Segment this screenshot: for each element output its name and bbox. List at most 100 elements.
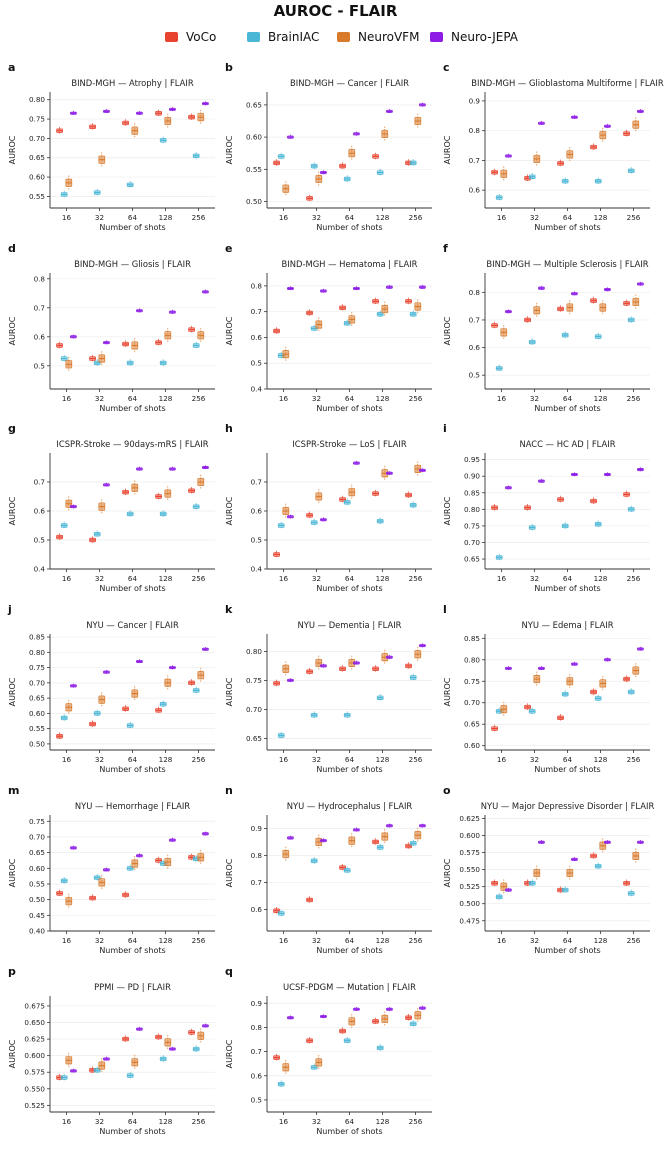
y-tick-label: 0.75 xyxy=(464,677,480,686)
panel-letter: m xyxy=(8,784,19,797)
x-tick-label: 16 xyxy=(279,1117,289,1126)
x-tick-label: 16 xyxy=(279,574,289,583)
x-tick-label: 32 xyxy=(530,936,539,945)
x-tick-label: 256 xyxy=(409,574,423,583)
y-tick-label: 0.550 xyxy=(24,1084,45,1093)
y-tick-label: 0.6 xyxy=(251,333,263,342)
x-tick-label: 128 xyxy=(594,936,608,945)
y-tick-label: 0.60 xyxy=(29,709,45,718)
y-tick-label: 0.8 xyxy=(251,851,263,860)
y-tick-label: 0.8 xyxy=(251,281,263,290)
panel-letter: j xyxy=(7,603,12,616)
panel-title: NYU — Dementia | FLAIR xyxy=(297,620,401,630)
x-tick-label: 64 xyxy=(345,394,355,403)
panel-b: b BIND-MGH — Cancer | FLAIR 0.50 0.55 0.60 0.… xyxy=(225,61,432,232)
legend-swatch-voco xyxy=(165,32,178,42)
panel-title: NYU — Hydrocephalus | FLAIR xyxy=(287,801,413,811)
x-tick-label: 64 xyxy=(345,574,355,583)
y-tick-label: 0.7 xyxy=(469,315,480,324)
x-tick-label: 64 xyxy=(128,574,138,583)
x-tick-label: 64 xyxy=(128,755,138,764)
x-tick-label: 64 xyxy=(128,394,138,403)
panel-letter: g xyxy=(8,422,16,435)
panel-letter: i xyxy=(443,422,447,435)
legend-label-brainiac: BrainIAC xyxy=(268,30,320,44)
y-tick-label: 0.45 xyxy=(29,911,45,920)
x-tick-label: 16 xyxy=(279,394,289,403)
y-tick-label: 0.55 xyxy=(246,165,262,174)
y-tick-label: 0.55 xyxy=(29,192,45,201)
x-tick-label: 32 xyxy=(95,213,104,222)
y-tick-label: 0.6 xyxy=(469,186,481,195)
legend-item-neuro-jepa: Neuro-JEPA xyxy=(430,30,518,46)
x-axis-label: Number of shots xyxy=(316,223,382,232)
x-tick-label: 16 xyxy=(497,755,507,764)
x-tick-label: 256 xyxy=(409,394,423,403)
panel-e: e BIND-MGH — Hematoma | FLAIR 0.4 0.5 0.6 0.7… xyxy=(225,242,432,413)
panel-m: m NYU — Hemorrhage | FLAIR 0.40 0.45 0.50 0.5… xyxy=(8,784,215,955)
y-tick-label: 0.575 xyxy=(24,1068,45,1077)
y-tick-label: 0.65 xyxy=(29,153,45,162)
panel-title: BIND-MGH — Cancer | FLAIR xyxy=(290,78,409,88)
x-axis-label: Number of shots xyxy=(316,404,382,413)
x-axis-label: Number of shots xyxy=(99,765,165,774)
y-axis-label: AUROC xyxy=(443,858,452,887)
y-axis-label: AUROC xyxy=(443,135,452,164)
y-tick-label: 0.70 xyxy=(246,705,262,714)
y-tick-label: 0.5 xyxy=(34,536,45,545)
y-tick-label: 0.7 xyxy=(251,478,262,487)
y-tick-label: 0.7 xyxy=(251,1047,262,1056)
x-tick-label: 16 xyxy=(62,1117,72,1126)
y-tick-label: 0.8 xyxy=(34,274,46,283)
y-tick-label: 0.675 xyxy=(24,1001,45,1010)
y-tick-label: 0.65 xyxy=(246,734,262,743)
x-tick-label: 128 xyxy=(376,394,390,403)
panel-letter: k xyxy=(225,603,233,616)
panel-q: q UCSF-PDGM — Mutation | FLAIR 0.5 0.6 0.7 0.… xyxy=(225,965,432,1136)
y-tick-label: 0.6 xyxy=(251,507,263,516)
y-tick-label: 0.6 xyxy=(469,343,481,352)
y-tick-label: 0.4 xyxy=(251,385,263,394)
y-tick-label: 0.625 xyxy=(459,814,480,823)
x-tick-label: 32 xyxy=(530,213,539,222)
x-tick-label: 256 xyxy=(192,574,206,583)
y-axis-label: AUROC xyxy=(443,496,452,525)
panel-title: PPMI — PD | FLAIR xyxy=(94,982,171,992)
y-tick-label: 0.55 xyxy=(29,724,45,733)
x-tick-label: 64 xyxy=(563,574,573,583)
legend-item-voco: VoCo xyxy=(165,30,216,46)
x-tick-label: 32 xyxy=(95,574,104,583)
panel-title: NYU — Hemorrhage | FLAIR xyxy=(75,801,190,811)
y-axis-label: AUROC xyxy=(443,677,452,706)
x-tick-label: 64 xyxy=(345,213,355,222)
x-tick-label: 128 xyxy=(594,394,608,403)
x-tick-label: 32 xyxy=(312,755,321,764)
x-tick-label: 64 xyxy=(128,1117,138,1126)
y-tick-label: 0.475 xyxy=(459,916,480,925)
y-tick-label: 0.75 xyxy=(246,676,262,685)
x-tick-label: 64 xyxy=(128,936,138,945)
x-tick-label: 256 xyxy=(627,394,641,403)
x-tick-label: 128 xyxy=(159,213,173,222)
x-tick-label: 32 xyxy=(530,574,539,583)
y-tick-label: 0.80 xyxy=(29,95,45,104)
y-tick-label: 0.9 xyxy=(251,999,263,1008)
panel-letter: p xyxy=(8,965,16,978)
y-tick-label: 0.575 xyxy=(459,848,480,857)
y-tick-label: 0.85 xyxy=(464,634,480,643)
x-tick-label: 64 xyxy=(563,755,573,764)
y-tick-label: 0.85 xyxy=(29,633,45,642)
panel-title: BIND-MGH — Glioblastoma Multiforme | FLA… xyxy=(471,78,664,88)
x-tick-label: 64 xyxy=(345,755,355,764)
x-tick-label: 256 xyxy=(627,936,641,945)
panel-letter: q xyxy=(225,965,233,978)
x-tick-label: 128 xyxy=(159,936,173,945)
panel-letter: a xyxy=(8,61,15,74)
panel-title: BIND-MGH — Atrophy | FLAIR xyxy=(71,78,194,88)
y-tick-label: 0.650 xyxy=(24,1018,45,1027)
panel-title: NYU — Edema | FLAIR xyxy=(521,620,613,630)
y-tick-label: 0.8 xyxy=(469,288,481,297)
panel-title: BIND-MGH — Multiple Sclerosis | FLAIR xyxy=(486,259,648,269)
x-tick-label: 32 xyxy=(95,1117,104,1126)
panel-title: UCSF-PDGM — Mutation | FLAIR xyxy=(283,982,416,992)
